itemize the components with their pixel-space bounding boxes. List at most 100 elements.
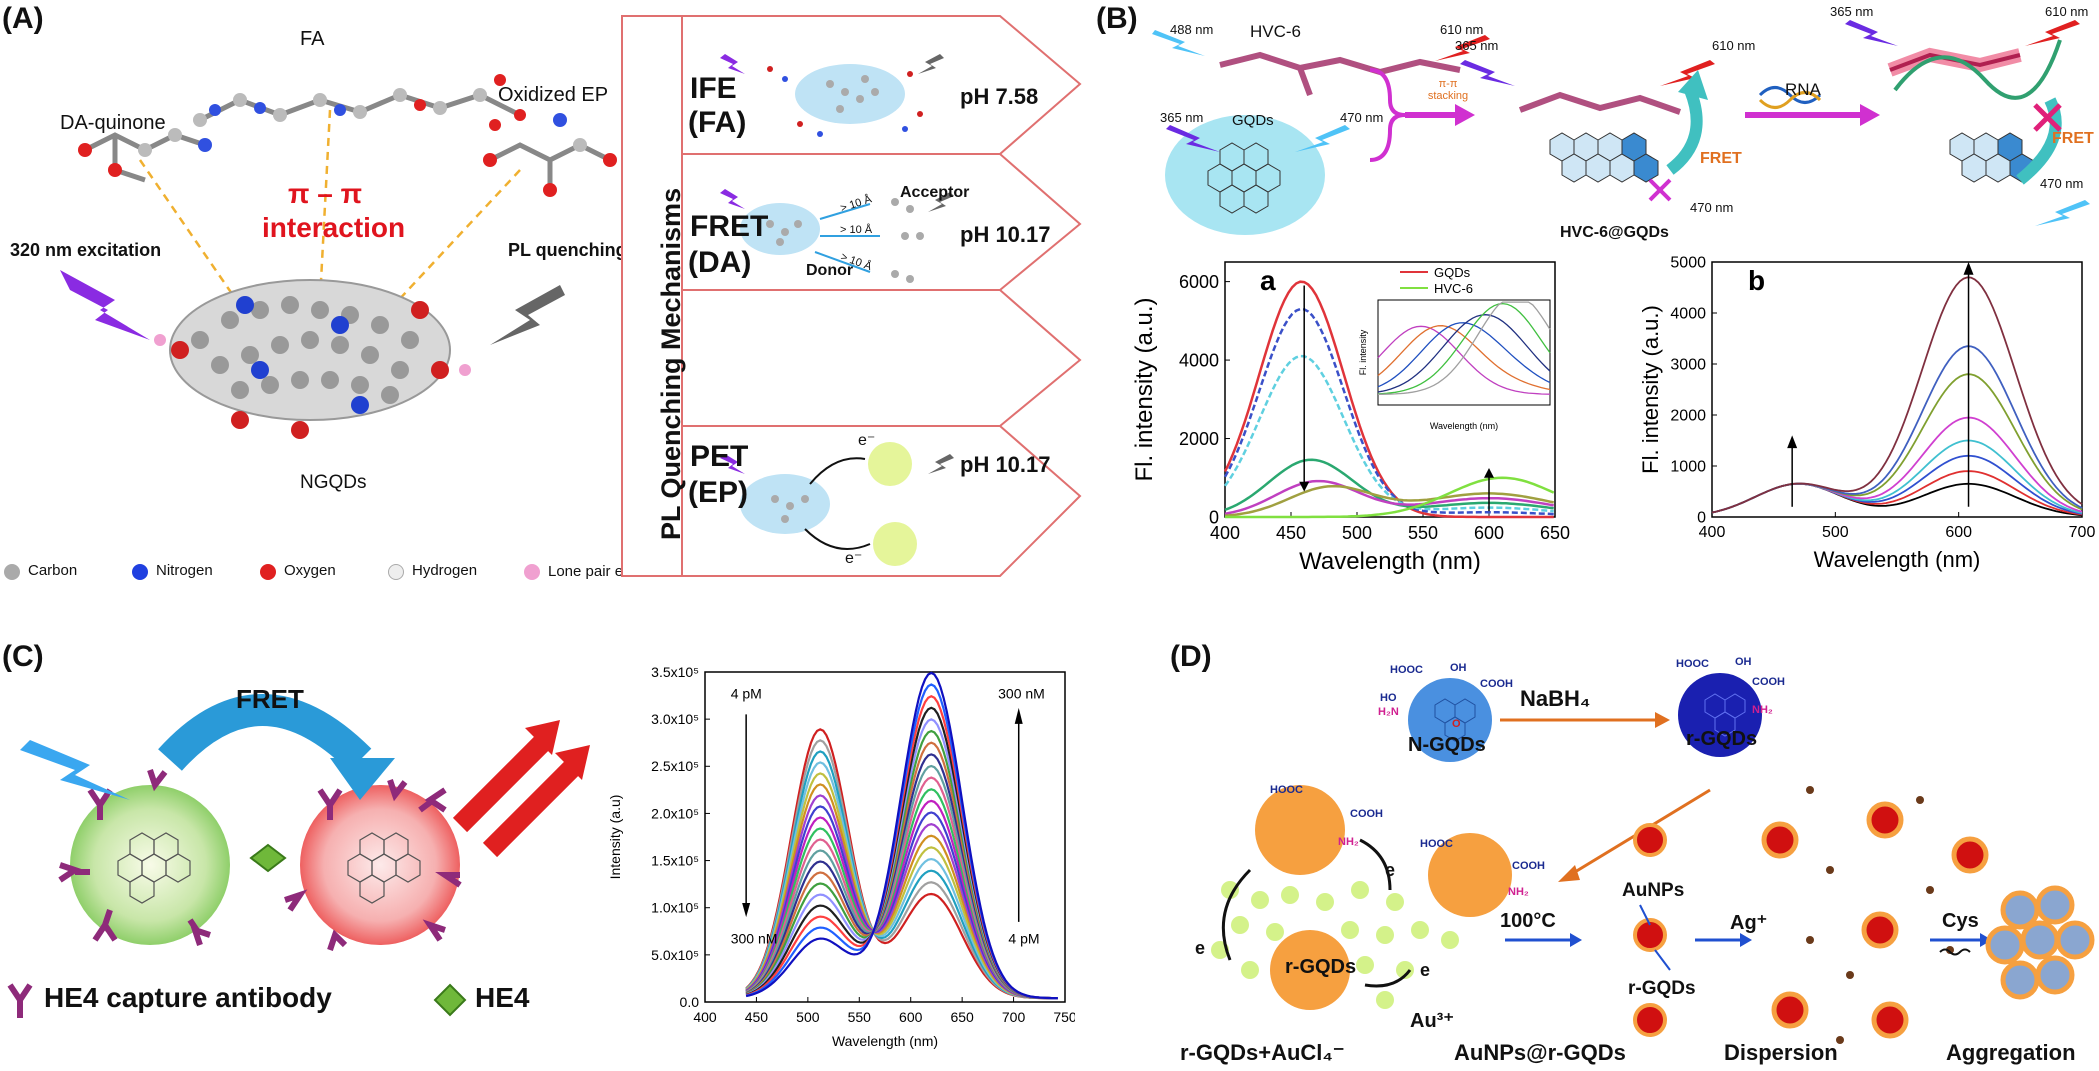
fa-label: FA bbox=[300, 28, 325, 50]
increase-arrowhead-2 bbox=[1787, 435, 1798, 449]
y-tick-label: 1.0x10⁵ bbox=[651, 900, 699, 916]
nm610-label: 610 nm bbox=[1440, 22, 1484, 37]
y-axis-label: Fl. intensity (a.u.) bbox=[1131, 297, 1158, 481]
rgqds-d-label: r-GQDs bbox=[1686, 728, 1758, 750]
x-tick-label: 650 bbox=[1540, 523, 1570, 543]
panel-d-scheme bbox=[1211, 673, 2095, 1044]
y-tick-label: 4000 bbox=[1179, 350, 1219, 370]
x-tick-label: 400 bbox=[1210, 523, 1240, 543]
pi-pi-label: π – π bbox=[288, 178, 363, 209]
da-quinone-label: DA-quinone bbox=[60, 112, 166, 134]
quenching-bolt-icon bbox=[490, 285, 565, 345]
rna-label: RNA bbox=[1785, 80, 1821, 99]
inset-line bbox=[1377, 302, 1551, 395]
fret-name: FRET bbox=[690, 210, 769, 243]
x-tick-label: 500 bbox=[1342, 523, 1372, 543]
x-tick-label: 700 bbox=[1002, 1009, 1026, 1025]
bolt-470-right-icon bbox=[2035, 200, 2090, 226]
y-tick-label: 4000 bbox=[1670, 306, 1706, 323]
chart-c: 400 450 500 550 600 650 700 750 0.0 5.0x10⁵ 1.0x10… bbox=[607, 664, 1075, 1049]
nm365-mid-label: 365 nm bbox=[1455, 38, 1499, 53]
au3-label: Au³⁺ bbox=[1410, 1010, 1454, 1032]
ife-target: (FA) bbox=[688, 106, 747, 139]
x-axis-label: Wavelength (nm) bbox=[1814, 547, 1981, 572]
caption-aunps-rgqds: AuNPs@r-GQDs bbox=[1454, 1040, 1626, 1065]
atom-legend: Carbon Nitrogen Oxygen Hydrogen Lone pai… bbox=[4, 562, 664, 588]
hydrogen-icon bbox=[388, 564, 404, 580]
y-tick-label: 2.5x10⁵ bbox=[651, 758, 699, 774]
series-line bbox=[1224, 479, 1554, 516]
caption-aggregation: Aggregation bbox=[1946, 1040, 2076, 1065]
y-axis-label: Fl. intensity (a.u.) bbox=[1640, 305, 1663, 474]
decrease-arrowhead bbox=[742, 903, 751, 918]
x-tick-label: 400 bbox=[1699, 524, 1726, 541]
y-tick-label: 1000 bbox=[1670, 459, 1706, 476]
aunps-label: AuNPs bbox=[1622, 880, 1685, 901]
bolt-610-icon bbox=[1435, 35, 1490, 61]
nabh4-label: NaBH₄ bbox=[1520, 686, 1591, 711]
y-tick-label: 6000 bbox=[1179, 272, 1219, 292]
y-tick-label: 0.0 bbox=[680, 994, 700, 1010]
y-axis-label: Intensity (a.u) bbox=[607, 795, 623, 880]
legend-hydrogen: Hydrogen bbox=[412, 562, 478, 579]
nm470-label: 470 nm bbox=[1340, 110, 1384, 125]
series-line bbox=[1223, 354, 1554, 513]
inset-y-label: Fl. intensity bbox=[1358, 329, 1368, 375]
ngqd-hooc: HOOC bbox=[1390, 664, 1423, 676]
pet-target: (EP) bbox=[688, 476, 748, 509]
cluster2-cooh: COOH bbox=[1512, 860, 1545, 872]
panel-d-label: (D) bbox=[1170, 640, 1212, 673]
ngqd-ho: HO bbox=[1380, 692, 1397, 704]
series-line bbox=[745, 671, 1058, 1000]
increase-arrowhead bbox=[1963, 262, 1974, 275]
interaction-label: interaction bbox=[262, 212, 406, 243]
panel-b-scheme bbox=[1152, 20, 2090, 235]
bolt-610-mid-icon bbox=[1660, 60, 1715, 86]
fret-arrow bbox=[158, 694, 372, 772]
rgqd-nh2: NH₂ bbox=[1752, 704, 1773, 716]
donor-label: Donor bbox=[806, 262, 854, 279]
pet-name: PET bbox=[690, 440, 749, 473]
ife-name: IFE bbox=[690, 72, 737, 105]
fret-target: (DA) bbox=[688, 246, 752, 279]
pet-electron-2: e⁻ bbox=[845, 550, 863, 567]
chart-b-a: 400 450 500 550 600 650 0 2000 4000 6000 Wavelengt… bbox=[1131, 261, 1570, 575]
nm488-label: 488 nm bbox=[1170, 22, 1214, 37]
electron-d-2: e bbox=[1195, 938, 1206, 958]
excitation-bolt-icon bbox=[60, 270, 150, 340]
pet-electron-1: e⁻ bbox=[858, 432, 876, 449]
fret-c-label: FRET bbox=[236, 684, 304, 714]
oxygen-icon bbox=[260, 564, 276, 580]
antibodies bbox=[58, 769, 462, 951]
panel-c-label: (C) bbox=[2, 640, 44, 673]
legend-carbon: Carbon bbox=[28, 562, 78, 579]
x-tick-label: 450 bbox=[1276, 523, 1306, 543]
y-tick-label: 3.5x10⁵ bbox=[651, 664, 699, 680]
series-line bbox=[1711, 416, 2083, 514]
conc-300nm-bottom: 300 nM bbox=[731, 931, 778, 947]
ngqd-sheet bbox=[154, 279, 471, 439]
inset-line bbox=[1377, 314, 1551, 393]
x-tick-label: 450 bbox=[745, 1009, 769, 1025]
bolt-365-right-icon bbox=[1845, 20, 1898, 46]
y-tick-label: 3000 bbox=[1670, 357, 1706, 374]
bolt-365-mid-icon bbox=[1460, 60, 1515, 86]
fret-ph: pH 10.17 bbox=[960, 222, 1051, 247]
mechanisms-box bbox=[621, 15, 1082, 577]
ngqds-d-label: N-GQDs bbox=[1408, 734, 1486, 756]
conc-4pm-top: 4 pM bbox=[731, 685, 762, 701]
panel-a-molecules bbox=[60, 74, 617, 439]
rgqd-oh: OH bbox=[1735, 656, 1752, 668]
cluster2-nh2: NH₂ bbox=[1508, 886, 1529, 898]
increase-arrowhead bbox=[1484, 467, 1494, 478]
inset-line bbox=[1377, 325, 1551, 395]
he4-diamond-icon bbox=[249, 843, 287, 873]
ngqd-oh: OH bbox=[1450, 662, 1467, 674]
x-axis-label: Wavelength (nm) bbox=[832, 1033, 938, 1049]
y-tick-label: 5000 bbox=[1670, 255, 1706, 272]
ngqd-cooh: COOH bbox=[1480, 678, 1513, 690]
fret-drawing bbox=[720, 189, 954, 283]
caption-dispersion: Dispersion bbox=[1724, 1040, 1838, 1065]
mechanisms-title: PL Quenching Mechanisms bbox=[656, 187, 686, 540]
bolt-488-icon bbox=[1152, 30, 1205, 56]
